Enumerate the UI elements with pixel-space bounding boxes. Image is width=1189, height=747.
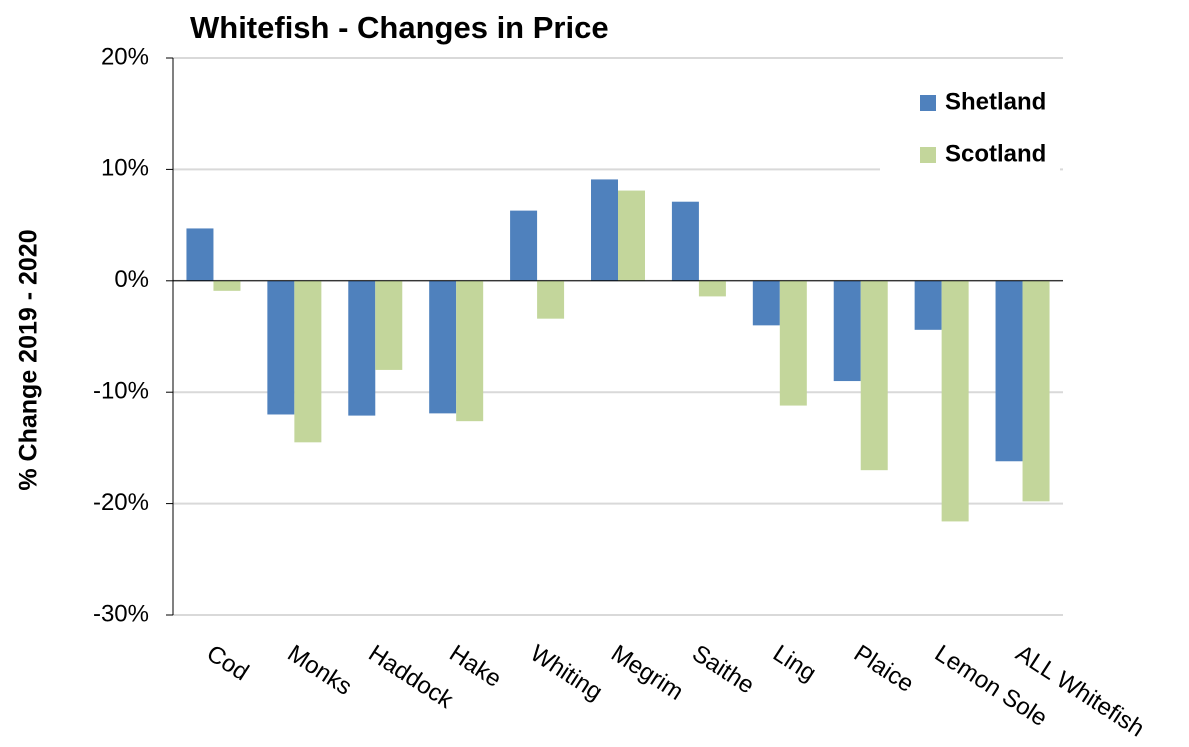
bar bbox=[294, 280, 322, 443]
x-tick-label: Saithe bbox=[687, 640, 759, 700]
bar bbox=[267, 280, 295, 415]
bar bbox=[375, 280, 403, 370]
legend-label: Scotland bbox=[945, 140, 1046, 167]
x-tick-label: Megrim bbox=[606, 640, 688, 706]
bar bbox=[752, 280, 780, 326]
bar bbox=[671, 201, 699, 281]
x-tick-label: Monks bbox=[283, 640, 357, 701]
bar bbox=[941, 280, 969, 522]
bar bbox=[860, 280, 888, 471]
y-tick-label: 10% bbox=[101, 155, 149, 182]
legend-swatch bbox=[920, 95, 936, 111]
y-tick-label: -10% bbox=[93, 378, 149, 405]
x-tick-label: Hake bbox=[444, 640, 506, 693]
bar bbox=[537, 280, 565, 319]
chart-title: Whitefish - Changes in Price bbox=[190, 10, 609, 45]
x-tick-label: Whiting bbox=[525, 640, 607, 706]
legend-label: Shetland bbox=[945, 88, 1046, 115]
legend-box bbox=[880, 75, 1060, 185]
bar bbox=[779, 280, 807, 406]
x-tick-label: Haddock bbox=[364, 640, 459, 715]
bar bbox=[186, 228, 214, 281]
bar bbox=[914, 280, 942, 330]
x-tick-label: Ling bbox=[768, 640, 821, 687]
y-tick-label: -30% bbox=[93, 600, 149, 627]
bar bbox=[591, 179, 618, 281]
x-tick-label: Cod bbox=[202, 640, 254, 687]
y-tick-label: 0% bbox=[114, 266, 149, 293]
bar bbox=[510, 210, 538, 281]
y-axis-label: % Change 2019 - 2020 bbox=[15, 229, 43, 490]
bar bbox=[348, 280, 376, 416]
bar bbox=[213, 280, 241, 291]
bar bbox=[618, 190, 645, 281]
bar bbox=[698, 280, 726, 297]
bar bbox=[456, 280, 484, 422]
y-tick-label: -20% bbox=[93, 489, 149, 516]
bar bbox=[833, 280, 861, 382]
bar bbox=[429, 280, 457, 414]
bar bbox=[1022, 280, 1050, 502]
bar bbox=[995, 280, 1023, 462]
x-tick-label: Plaice bbox=[849, 640, 919, 698]
y-tick-label: 20% bbox=[101, 43, 149, 70]
legend-swatch bbox=[920, 147, 936, 163]
